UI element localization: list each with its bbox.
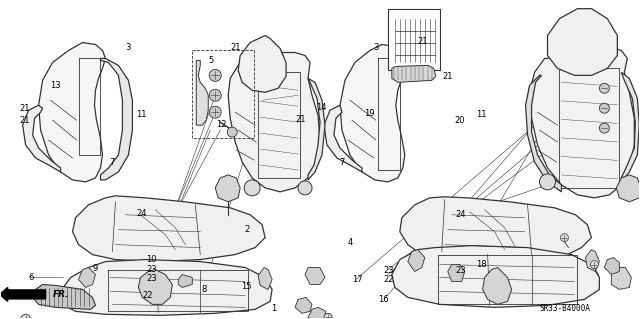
Polygon shape (448, 264, 465, 281)
Text: 7: 7 (110, 158, 115, 167)
Polygon shape (604, 257, 620, 274)
Polygon shape (308, 78, 325, 180)
Text: 20: 20 (454, 116, 465, 125)
FancyArrow shape (0, 287, 45, 301)
Polygon shape (305, 268, 325, 285)
Polygon shape (179, 274, 192, 287)
Circle shape (561, 234, 568, 241)
Text: 12: 12 (216, 120, 227, 129)
Text: 13: 13 (50, 81, 60, 90)
Text: 10: 10 (146, 255, 157, 264)
Circle shape (600, 83, 609, 93)
Polygon shape (408, 249, 425, 271)
Bar (388, 9, 440, 70)
Polygon shape (308, 307, 326, 319)
Text: 24: 24 (455, 210, 466, 219)
Circle shape (244, 180, 260, 196)
Text: 3: 3 (125, 43, 131, 52)
Polygon shape (295, 297, 312, 313)
Text: 23: 23 (383, 265, 394, 275)
Text: 2: 2 (244, 225, 249, 234)
Text: 7: 7 (340, 158, 345, 167)
Polygon shape (215, 175, 240, 202)
Circle shape (227, 127, 237, 137)
Circle shape (324, 313, 332, 319)
Polygon shape (529, 47, 634, 198)
Text: 24: 24 (136, 209, 147, 218)
Text: 1: 1 (271, 304, 276, 313)
Circle shape (540, 174, 556, 190)
Polygon shape (228, 52, 320, 192)
Text: 19: 19 (365, 109, 375, 118)
Text: 4: 4 (348, 238, 353, 247)
Text: 9: 9 (93, 264, 98, 273)
Text: 22: 22 (384, 275, 394, 284)
Polygon shape (72, 196, 265, 262)
Text: 21: 21 (230, 43, 241, 52)
Polygon shape (392, 246, 600, 307)
Polygon shape (258, 268, 272, 289)
Text: 16: 16 (378, 295, 389, 304)
Text: 6: 6 (29, 272, 34, 281)
Text: 11: 11 (476, 110, 486, 119)
Text: 17: 17 (352, 275, 362, 284)
Polygon shape (238, 35, 286, 92)
Polygon shape (100, 58, 132, 180)
Text: 15: 15 (241, 282, 252, 291)
Circle shape (600, 103, 609, 113)
Text: 21: 21 (417, 37, 428, 46)
Text: 23: 23 (146, 274, 157, 283)
Circle shape (600, 123, 609, 133)
Polygon shape (196, 60, 208, 125)
Text: 21: 21 (442, 72, 453, 81)
Text: 21: 21 (20, 116, 30, 125)
Polygon shape (483, 268, 511, 304)
Polygon shape (392, 65, 436, 82)
Text: 3: 3 (374, 43, 379, 52)
Text: 18: 18 (476, 260, 486, 270)
Polygon shape (61, 260, 272, 315)
Polygon shape (138, 270, 172, 304)
Polygon shape (400, 197, 591, 262)
Polygon shape (616, 175, 640, 202)
Polygon shape (547, 9, 618, 75)
Polygon shape (611, 268, 631, 289)
Circle shape (20, 314, 31, 319)
Polygon shape (621, 72, 639, 182)
Polygon shape (38, 42, 106, 182)
Polygon shape (324, 105, 362, 172)
Circle shape (209, 89, 221, 101)
Text: 23: 23 (455, 265, 466, 275)
Text: 23: 23 (146, 264, 157, 274)
Polygon shape (525, 75, 561, 192)
Text: 21: 21 (296, 115, 306, 124)
Bar (192, 50, 254, 138)
Polygon shape (340, 45, 405, 182)
Text: 22: 22 (142, 291, 153, 300)
Text: 5: 5 (209, 56, 214, 65)
Polygon shape (33, 285, 95, 309)
Text: 21: 21 (20, 104, 30, 113)
Circle shape (209, 70, 221, 81)
Text: SR33-B4000A: SR33-B4000A (540, 304, 590, 313)
Text: 8: 8 (201, 285, 207, 294)
Polygon shape (79, 268, 95, 287)
Polygon shape (22, 105, 61, 172)
Circle shape (591, 261, 598, 269)
Text: 14: 14 (316, 103, 326, 112)
Text: FR.: FR. (52, 290, 69, 299)
Polygon shape (586, 249, 600, 271)
Circle shape (298, 181, 312, 195)
Circle shape (209, 106, 221, 118)
Text: 11: 11 (136, 110, 147, 119)
